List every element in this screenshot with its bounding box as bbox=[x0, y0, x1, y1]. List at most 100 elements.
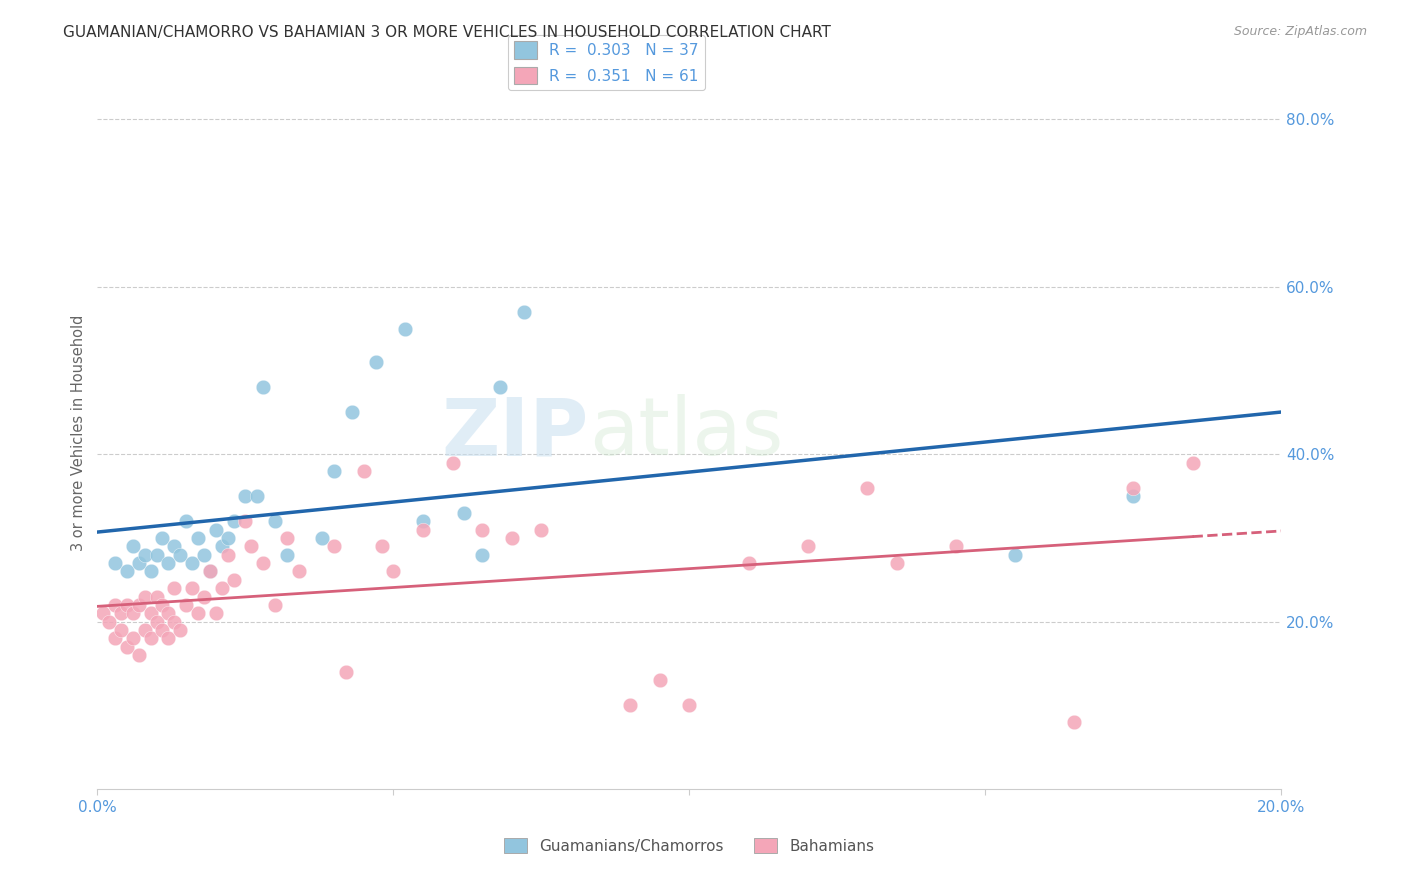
Point bbox=[134, 623, 156, 637]
Point bbox=[110, 623, 132, 637]
Y-axis label: 3 or more Vehicles in Household: 3 or more Vehicles in Household bbox=[72, 315, 86, 551]
Point bbox=[235, 489, 257, 503]
Text: Source: ZipAtlas.com: Source: ZipAtlas.com bbox=[1233, 25, 1367, 38]
Point bbox=[157, 607, 180, 621]
Point bbox=[198, 565, 221, 579]
Point bbox=[353, 464, 375, 478]
Point bbox=[471, 523, 494, 537]
Point bbox=[412, 523, 434, 537]
Point bbox=[104, 556, 127, 570]
Point bbox=[157, 632, 180, 646]
Point bbox=[169, 623, 191, 637]
Point bbox=[122, 539, 145, 553]
Point bbox=[169, 548, 191, 562]
Point bbox=[115, 640, 138, 654]
Point bbox=[145, 590, 167, 604]
Point bbox=[501, 531, 523, 545]
Point bbox=[163, 581, 186, 595]
Point bbox=[471, 548, 494, 562]
Point bbox=[1181, 456, 1204, 470]
Point bbox=[648, 673, 671, 688]
Point bbox=[134, 590, 156, 604]
Point bbox=[198, 565, 221, 579]
Text: atlas: atlas bbox=[589, 394, 783, 472]
Point bbox=[886, 556, 908, 570]
Point bbox=[382, 565, 405, 579]
Point bbox=[222, 514, 245, 528]
Point bbox=[91, 607, 114, 621]
Point bbox=[340, 405, 363, 419]
Point bbox=[287, 565, 309, 579]
Point bbox=[134, 548, 156, 562]
Point bbox=[945, 539, 967, 553]
Point bbox=[181, 556, 204, 570]
Point bbox=[115, 565, 138, 579]
Point bbox=[1122, 481, 1144, 495]
Point bbox=[163, 615, 186, 629]
Point bbox=[139, 607, 162, 621]
Point bbox=[152, 598, 174, 612]
Point bbox=[139, 632, 162, 646]
Point bbox=[276, 548, 298, 562]
Point bbox=[193, 548, 215, 562]
Point bbox=[737, 556, 759, 570]
Point bbox=[1122, 489, 1144, 503]
Point bbox=[145, 548, 167, 562]
Point bbox=[246, 489, 269, 503]
Point bbox=[152, 623, 174, 637]
Point bbox=[412, 514, 434, 528]
Point bbox=[311, 531, 333, 545]
Point bbox=[204, 523, 226, 537]
Point bbox=[163, 539, 186, 553]
Point bbox=[441, 456, 464, 470]
Point bbox=[145, 615, 167, 629]
Legend: R =  0.303   N = 37, R =  0.351   N = 61: R = 0.303 N = 37, R = 0.351 N = 61 bbox=[508, 36, 704, 90]
Point bbox=[110, 607, 132, 621]
Point bbox=[264, 514, 287, 528]
Point bbox=[276, 531, 298, 545]
Point bbox=[335, 665, 357, 679]
Text: ZIP: ZIP bbox=[441, 394, 589, 472]
Point bbox=[122, 607, 145, 621]
Point bbox=[323, 464, 346, 478]
Point bbox=[619, 698, 641, 713]
Point bbox=[128, 598, 150, 612]
Point bbox=[174, 514, 197, 528]
Point bbox=[104, 598, 127, 612]
Point bbox=[122, 632, 145, 646]
Point bbox=[193, 590, 215, 604]
Point bbox=[512, 305, 534, 319]
Point bbox=[235, 514, 257, 528]
Point bbox=[394, 321, 416, 335]
Point bbox=[856, 481, 879, 495]
Point bbox=[139, 565, 162, 579]
Point bbox=[678, 698, 700, 713]
Point bbox=[323, 539, 346, 553]
Point bbox=[530, 523, 553, 537]
Point bbox=[264, 598, 287, 612]
Point bbox=[489, 380, 512, 394]
Point bbox=[104, 632, 127, 646]
Point bbox=[252, 556, 274, 570]
Point bbox=[128, 556, 150, 570]
Point bbox=[1004, 548, 1026, 562]
Point bbox=[187, 531, 209, 545]
Point bbox=[211, 581, 233, 595]
Point bbox=[98, 615, 121, 629]
Text: GUAMANIAN/CHAMORRO VS BAHAMIAN 3 OR MORE VEHICLES IN HOUSEHOLD CORRELATION CHART: GUAMANIAN/CHAMORRO VS BAHAMIAN 3 OR MORE… bbox=[63, 25, 831, 40]
Point bbox=[174, 598, 197, 612]
Point bbox=[370, 539, 392, 553]
Point bbox=[128, 648, 150, 663]
Point bbox=[1063, 715, 1085, 730]
Point bbox=[240, 539, 263, 553]
Point bbox=[187, 607, 209, 621]
Point bbox=[222, 573, 245, 587]
Point bbox=[453, 506, 475, 520]
Point bbox=[152, 531, 174, 545]
Point bbox=[797, 539, 820, 553]
Point bbox=[157, 556, 180, 570]
Point bbox=[211, 539, 233, 553]
Point bbox=[115, 598, 138, 612]
Point bbox=[217, 531, 239, 545]
Point bbox=[252, 380, 274, 394]
